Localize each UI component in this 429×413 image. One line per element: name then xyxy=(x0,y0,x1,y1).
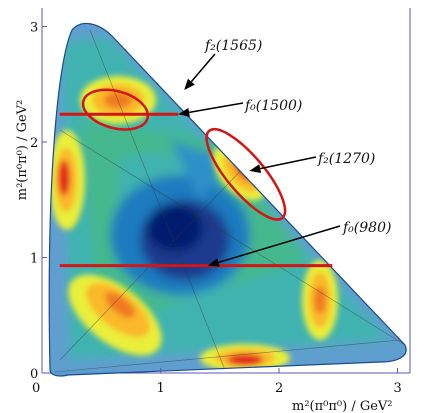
y-tick-label: 1 xyxy=(30,252,38,267)
annotation-label: f₂(1565) xyxy=(204,38,262,54)
annotation-arrowhead xyxy=(184,78,195,91)
resonance-ellipse xyxy=(205,127,287,221)
x-tick-label: 3 xyxy=(394,381,402,396)
y-axis-label: m²(π⁰π⁰) / GeV² xyxy=(15,100,30,201)
symmetry-lines xyxy=(54,29,406,373)
y-tick-label: 3 xyxy=(30,21,38,36)
annotation-arrow xyxy=(188,102,244,114)
dalitz-boundary xyxy=(48,22,407,377)
y-tick-label: 2 xyxy=(30,136,38,151)
annotation-label: f₀(980) xyxy=(342,220,391,236)
resonance-ellipse xyxy=(81,88,150,131)
annotation-label: f₀(1500) xyxy=(244,98,302,114)
annotation-arrow xyxy=(190,53,216,83)
x-tick-label: 1 xyxy=(157,381,165,396)
y-tick-label: 0 xyxy=(30,367,38,382)
x-tick-label: 2 xyxy=(275,381,283,396)
annotation-arrowhead xyxy=(249,164,262,174)
annotation-arrow xyxy=(259,156,317,170)
annotation-arrow xyxy=(218,225,341,264)
heatmap-density xyxy=(49,23,407,377)
annotation-arrowhead xyxy=(207,258,220,267)
x-axis-label: m²(π⁰π⁰) / GeV² xyxy=(292,399,393,413)
axis-ticks: 0 1 2 3 0 1 2 3 xyxy=(30,21,402,397)
overlay-layer: f₂(1565) f₀(1500) f₂(1270) f₀(980) xyxy=(59,38,391,268)
x-tick-label: 0 xyxy=(32,381,40,396)
annotation-label: f₂(1270) xyxy=(317,151,375,167)
annotation-arrowhead xyxy=(178,107,190,117)
